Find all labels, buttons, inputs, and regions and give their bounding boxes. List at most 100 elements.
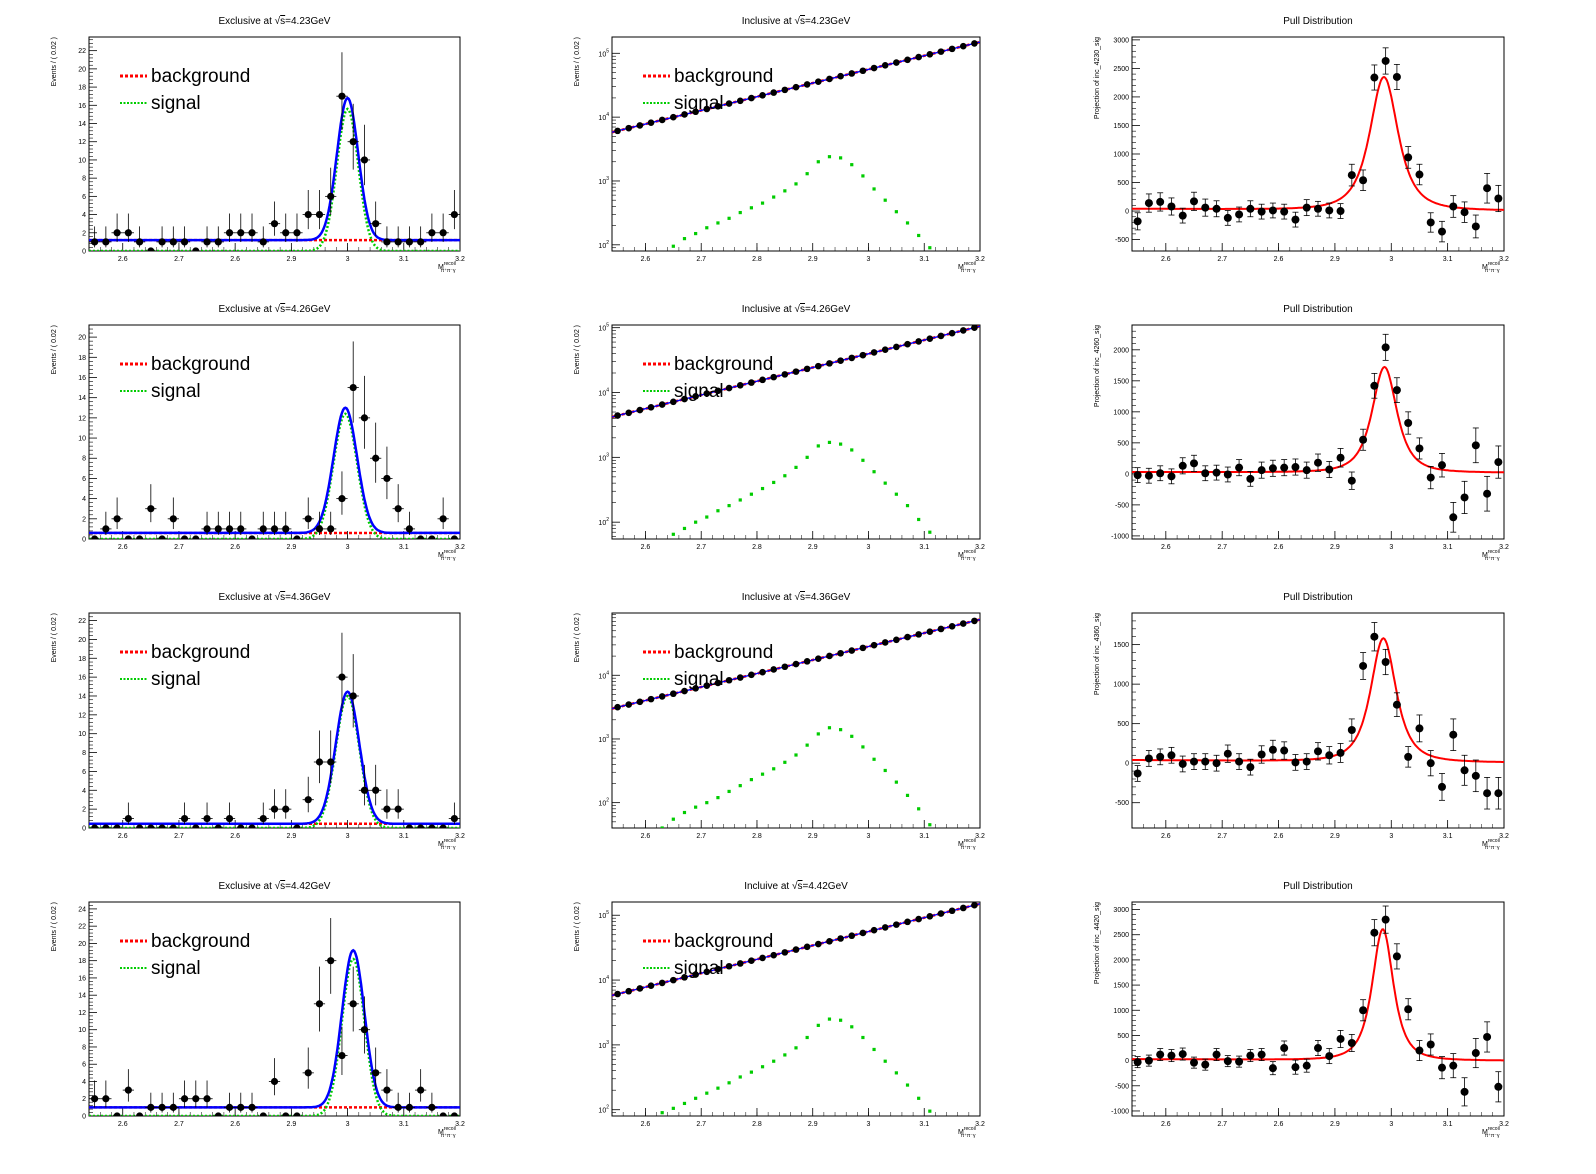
data-point <box>681 111 688 118</box>
chart-title: Exclusive at √s=4.23GeV <box>219 15 331 27</box>
signal-point <box>928 1109 932 1113</box>
y-tick-label: 0 <box>1125 1058 1129 1065</box>
x-tick-label: 2.9 <box>808 544 818 551</box>
signal-point <box>816 1023 820 1027</box>
data-point <box>1223 210 1232 226</box>
x-tick-label: 3.1 <box>399 1121 409 1128</box>
x-tick-label: 2.9 <box>286 1121 296 1128</box>
x-tick-label: 3.1 <box>919 544 929 551</box>
y-tick-label: 2 <box>82 1096 86 1103</box>
data-point <box>971 617 978 625</box>
data-point <box>736 97 744 105</box>
plot-frame <box>611 36 981 252</box>
chart-title: Exclusive at √s=4.36GeV <box>219 591 331 603</box>
y-tick-label: 1500 <box>1113 642 1129 649</box>
data-point <box>1156 465 1165 482</box>
y-tick-label: 2 <box>82 807 86 814</box>
y-tick-label: 0 <box>82 537 86 544</box>
data-point <box>1392 692 1401 717</box>
x-tick-label: 2.6 <box>641 833 651 840</box>
plot-area <box>612 325 980 536</box>
data-point <box>1392 943 1401 970</box>
data-point <box>681 687 688 695</box>
y-tick-label: 2 <box>82 516 86 523</box>
data-point <box>1133 467 1142 483</box>
data-point <box>415 1069 427 1102</box>
signal-point <box>772 195 776 199</box>
data-point <box>235 824 247 828</box>
data-point <box>1426 750 1435 777</box>
y-axis-label: Projection of inc_4360_sig <box>1094 613 1101 695</box>
data-point <box>1438 452 1446 478</box>
x-tick-label: 2.8 <box>752 1121 762 1128</box>
data-point <box>1201 465 1210 482</box>
data-point <box>1404 746 1413 768</box>
data-point <box>190 535 202 539</box>
data-point <box>437 824 449 828</box>
plot-area <box>89 52 460 251</box>
x-tick-label: 3.2 <box>455 1121 465 1128</box>
data-point <box>1314 742 1322 761</box>
chart-title: Inclusive at √s=4.23GeV <box>742 15 851 27</box>
data-point <box>937 625 945 633</box>
x-tick-label: 2.6 <box>1274 833 1284 840</box>
data-point <box>1257 1048 1266 1062</box>
x-tick-label: 3.2 <box>975 544 985 551</box>
data-point <box>714 102 722 110</box>
y-tick-label: 1500 <box>1113 983 1129 990</box>
signal-point <box>682 810 687 815</box>
data-point <box>426 1092 438 1113</box>
data-point <box>358 764 371 806</box>
data-point <box>1347 1034 1356 1052</box>
y-tick-label: 105 <box>598 323 609 333</box>
data-point <box>971 325 978 331</box>
signal-point <box>794 182 798 186</box>
y-tick-label: 14 <box>78 121 86 128</box>
x-tick-label: 2.7 <box>696 833 706 840</box>
data-point <box>347 103 359 170</box>
data-point <box>681 395 688 403</box>
plot-area <box>612 40 980 250</box>
signal-point <box>705 1091 709 1095</box>
data-point <box>692 108 699 116</box>
signal-point <box>772 767 776 771</box>
signal-point <box>694 520 698 524</box>
data-point <box>948 329 956 337</box>
y-tick-label: -1000 <box>1111 1108 1129 1115</box>
chart-pull-4230: Pull Distribution -500 0 500 1000 1500 2000 250… <box>1094 16 1509 274</box>
data-point <box>770 951 777 959</box>
data-point <box>358 375 371 449</box>
x-tick-label: 2.7 <box>696 1121 706 1128</box>
x-axis-label: Mrecoil π⁺π⁻γ <box>438 1126 456 1139</box>
x-tick-label: 3.2 <box>455 833 465 840</box>
y-tick-label: 4 <box>82 1079 86 1086</box>
data-point <box>370 1047 382 1089</box>
y-tick-label: 14 <box>78 993 86 1000</box>
y-tick-label: 12 <box>78 1010 86 1017</box>
signal-point <box>671 817 675 821</box>
data-point <box>1460 480 1469 514</box>
data-point <box>792 946 800 953</box>
data-point <box>415 226 427 248</box>
x-tick-label: 2.9 <box>1330 1121 1340 1128</box>
signal-point <box>794 465 798 469</box>
data-point <box>792 368 800 375</box>
y-tick-label: 8 <box>82 456 86 463</box>
data-point <box>1494 184 1503 213</box>
data-point <box>190 247 202 251</box>
data-point <box>403 1092 416 1113</box>
data-point <box>736 382 744 389</box>
signal-point <box>827 155 832 159</box>
x-tick-label: 2.8 <box>752 833 762 840</box>
data-point <box>636 698 644 706</box>
signal-point <box>805 455 809 459</box>
data-point <box>291 1112 303 1116</box>
x-tick-label: 2.9 <box>1330 256 1340 263</box>
legend: background signal <box>643 354 773 402</box>
signal-point <box>772 1059 776 1063</box>
data-point <box>803 943 811 951</box>
data-point <box>1381 648 1390 676</box>
signal-point <box>760 1065 765 1069</box>
data-point <box>815 655 822 662</box>
data-point <box>1404 146 1413 169</box>
